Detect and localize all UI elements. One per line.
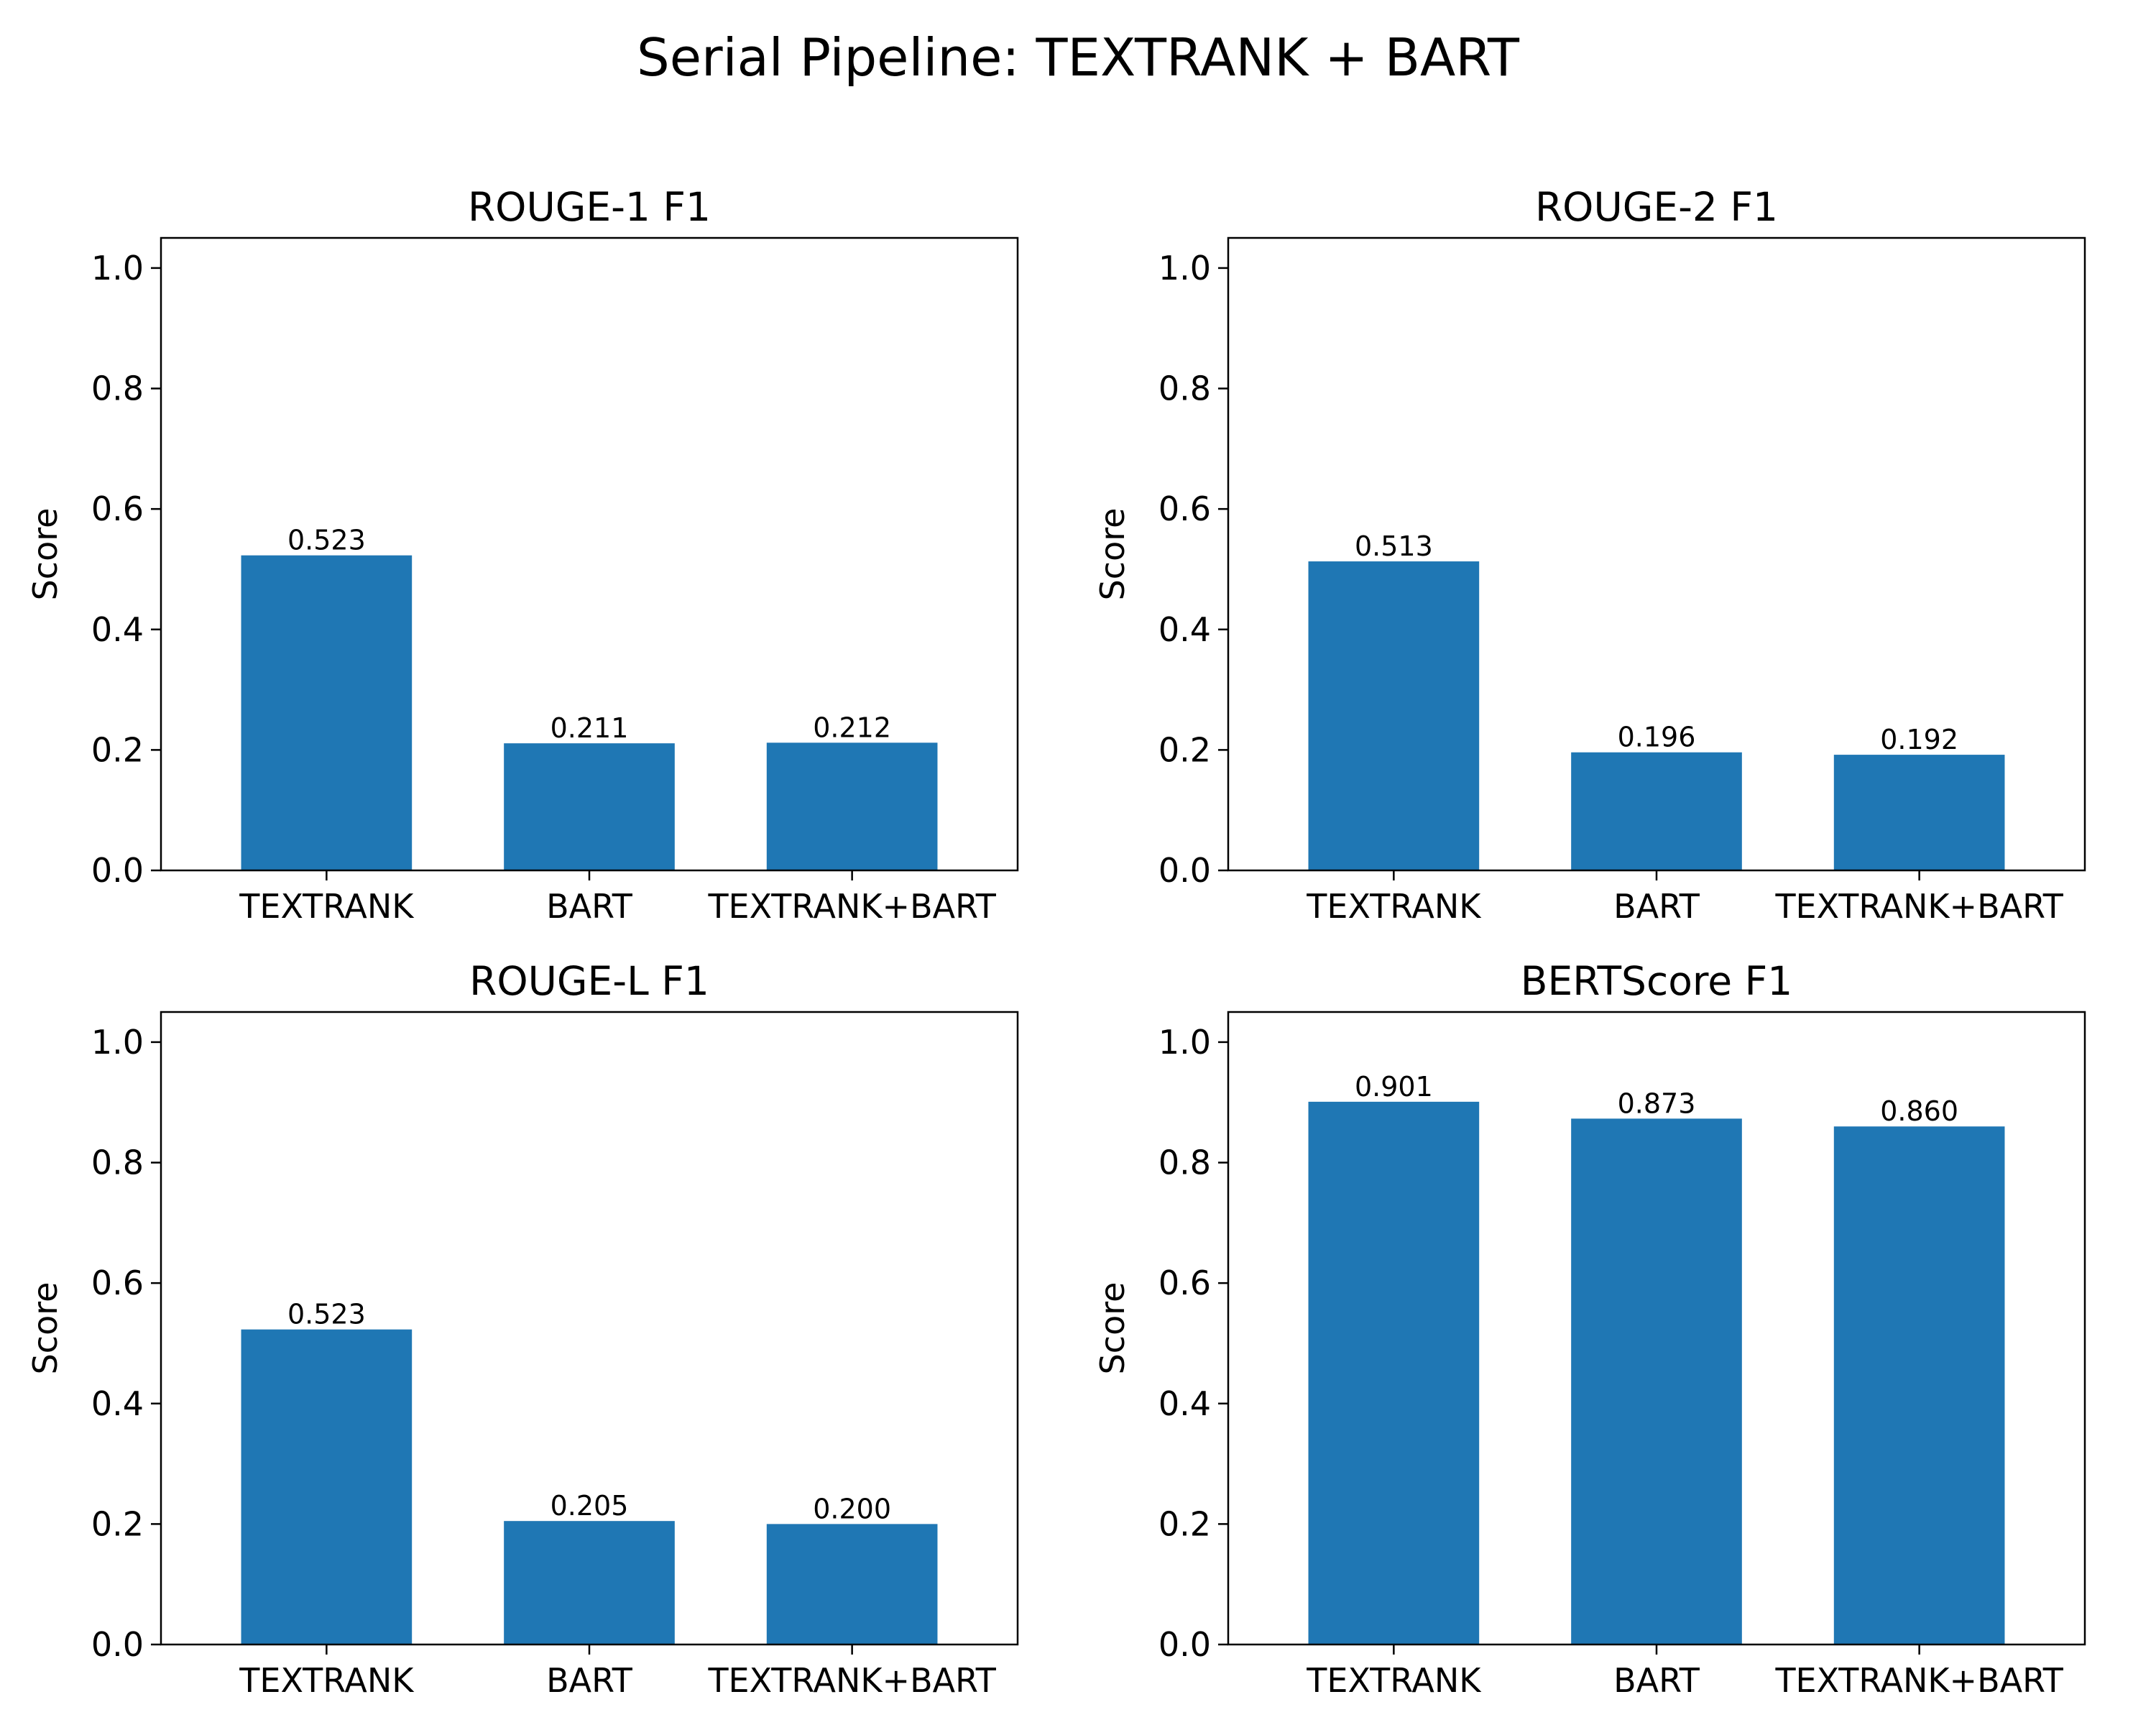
y-tick-label: 0.6 [91, 489, 144, 528]
y-tick-label: 0.8 [1158, 1144, 1211, 1182]
bar-textrank [241, 555, 413, 870]
bar-value-label: 0.205 [550, 1490, 629, 1522]
bar-textrank-bart [1833, 1126, 2005, 1644]
y-tick-label: 0.2 [1158, 1504, 1211, 1543]
bar-value-label: 0.901 [1355, 1071, 1433, 1103]
bar-textrank [241, 1329, 413, 1644]
subplots-grid: 0.523 0.211 0.212 0.0 0.2 0.4 0.6 0.8 1.0 TEXTRAN… [26, 184, 2086, 1700]
y-axis-label: Score [26, 1282, 65, 1375]
x-tick-label: BART [546, 887, 633, 926]
x-tick-label: TEXTRANK [239, 887, 415, 926]
bar-textrank [1308, 1101, 1480, 1644]
x-tick-label: TEXTRANK [1306, 887, 1482, 926]
x-tick-label: BART [1613, 887, 1700, 926]
bar-bart [504, 1521, 675, 1644]
x-tick-label: TEXTRANK [239, 1661, 415, 1700]
figure-title: Serial Pipeline: TEXTRANK + BART [637, 27, 1520, 88]
subplot-rouge-l-f1: 0.523 0.205 0.200 0.0 0.2 0.4 0.6 0.8 1.0 TEXTRAN… [26, 958, 1019, 1700]
bar-value-label: 0.212 [813, 712, 891, 743]
subplot-title: ROUGE-2 F1 [1535, 184, 1778, 230]
x-tick-label: BART [1613, 1661, 1700, 1700]
y-tick-label: 1.0 [1158, 249, 1211, 288]
bar-value-label: 0.873 [1618, 1087, 1696, 1119]
y-tick-label: 0.8 [91, 1144, 144, 1182]
y-tick-label: 0.0 [1158, 851, 1211, 890]
subplot-rouge-1-f1: 0.523 0.211 0.212 0.0 0.2 0.4 0.6 0.8 1.0 TEXTRAN… [26, 184, 1019, 926]
x-tick-label: TEXTRANK+BART [1774, 1661, 2063, 1700]
subplot-title: ROUGE-L F1 [469, 958, 709, 1004]
subplot-rouge-2-f1: 0.513 0.196 0.192 0.0 0.2 0.4 0.6 0.8 1.0 TEXTRAN… [1093, 184, 2086, 926]
y-tick-label: 1.0 [91, 249, 144, 288]
bar-value-label: 0.196 [1618, 722, 1696, 753]
y-tick-label: 0.0 [91, 851, 144, 890]
x-tick-label: TEXTRANK+BART [707, 1661, 996, 1700]
bar-value-label: 0.200 [813, 1493, 891, 1524]
y-axis-label: Score [26, 508, 65, 601]
bar-textrank [1308, 561, 1480, 870]
bar-textrank-bart [1833, 755, 2005, 870]
y-tick-label: 0.4 [91, 1384, 144, 1423]
subplot-title: BERTScore F1 [1521, 958, 1792, 1004]
y-axis-label: Score [1093, 508, 1132, 601]
bar-value-label: 0.211 [550, 712, 629, 744]
bar-bart [504, 743, 675, 870]
y-tick-label: 0.2 [91, 1504, 144, 1543]
x-tick-label: TEXTRANK+BART [707, 887, 996, 926]
x-tick-label: TEXTRANK [1306, 1661, 1482, 1700]
y-tick-label: 1.0 [91, 1023, 144, 1062]
y-tick-label: 0.4 [91, 610, 144, 649]
bar-value-label: 0.860 [1880, 1095, 1958, 1127]
y-tick-label: 0.0 [1158, 1625, 1211, 1664]
bar-value-label: 0.523 [287, 1299, 366, 1330]
bar-bart [1571, 752, 1742, 870]
bar-textrank-bart [766, 742, 938, 870]
bar-textrank-bart [766, 1524, 938, 1644]
y-tick-label: 0.6 [91, 1264, 144, 1302]
y-tick-label: 0.2 [91, 730, 144, 769]
y-tick-label: 0.8 [1158, 369, 1211, 408]
bar-value-label: 0.192 [1880, 724, 1958, 755]
bar-bart [1571, 1118, 1742, 1644]
y-tick-label: 0.4 [1158, 1384, 1211, 1423]
x-tick-label: BART [546, 1661, 633, 1700]
y-tick-label: 0.4 [1158, 610, 1211, 649]
y-tick-label: 0.6 [1158, 1264, 1211, 1302]
y-tick-label: 1.0 [1158, 1023, 1211, 1062]
y-tick-label: 0.2 [1158, 730, 1211, 769]
subplot-bertscore-f1: 0.901 0.873 0.860 0.0 0.2 0.4 0.6 0.8 1.0 TEXTRAN… [1093, 958, 2086, 1700]
bar-value-label: 0.523 [287, 525, 366, 556]
subplot-title: ROUGE-1 F1 [468, 184, 711, 230]
bar-value-label: 0.513 [1355, 530, 1433, 562]
x-tick-label: TEXTRANK+BART [1774, 887, 2063, 926]
y-axis-label: Score [1093, 1282, 1132, 1375]
y-tick-label: 0.8 [91, 369, 144, 408]
y-tick-label: 0.6 [1158, 489, 1211, 528]
y-tick-label: 0.0 [91, 1625, 144, 1664]
